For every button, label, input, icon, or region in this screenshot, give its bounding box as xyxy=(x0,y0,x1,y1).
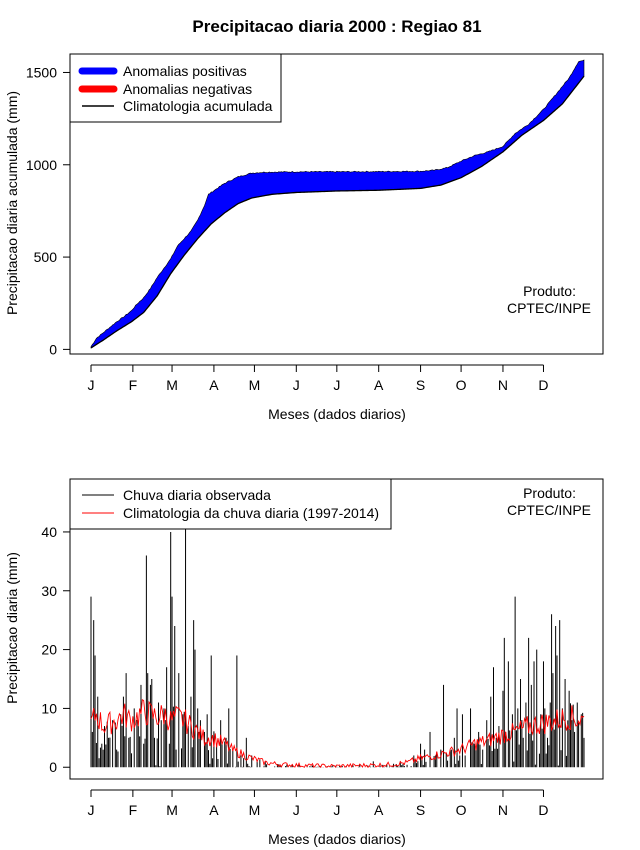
plot2-product-label: Produto: xyxy=(523,485,576,501)
plot1-x-tick-label: M xyxy=(249,377,261,393)
plot2-y-tick-label: 20 xyxy=(41,642,57,658)
plot1-x-tick-label: D xyxy=(538,377,548,393)
plot2-y-tick-label: 40 xyxy=(41,524,57,540)
plot1-data xyxy=(90,59,585,349)
plot1-y-tick-label: 0 xyxy=(49,341,57,357)
plot1-x-tick-label: S xyxy=(416,377,425,393)
plot1-x-tick-label: A xyxy=(374,377,384,393)
plot2-x-tick-label: A xyxy=(374,802,384,818)
plot1-y-tick-label: 1000 xyxy=(26,157,57,173)
plot2-y-tick-label: 0 xyxy=(49,759,57,775)
climatology-daily-line xyxy=(90,699,585,769)
cumulative-chart: 0 500 1000 1500 J F M A M J J A S O N D Precipitacao di… xyxy=(4,53,604,422)
plot1-product-label: Produto: xyxy=(523,283,576,299)
plot1-x-tick-label: J xyxy=(333,377,340,393)
plot1-axes: 0 500 1000 1500 J F M A M J J A S O N D xyxy=(26,64,549,393)
plot2-axes: 0 10 20 30 40 J F M A M J J A S O N D xyxy=(41,524,548,818)
plot1-x-tick-label: J xyxy=(88,377,95,393)
plot2-x-tick-label: A xyxy=(209,802,219,818)
legend-label-observed: Chuva diaria observada xyxy=(123,487,271,503)
plot2-y-axis-label: Precipitacao diaria (mm) xyxy=(4,552,20,704)
plot2-y-tick-label: 10 xyxy=(41,700,57,716)
legend-label-negative: Anomalias negativas xyxy=(123,81,252,97)
plot2-x-axis-label: Meses (dados diarios) xyxy=(268,831,406,847)
legend-label-climatology-daily: Climatologia da chuva diaria (1997-2014) xyxy=(123,505,379,521)
plot1-x-tick-label: F xyxy=(129,377,138,393)
plot1-y-tick-label: 500 xyxy=(34,249,58,265)
plot2-x-tick-label: M xyxy=(166,802,178,818)
plot2-x-tick-label: F xyxy=(129,802,138,818)
plot2-legend-box xyxy=(69,478,392,530)
plot1-x-tick-label: O xyxy=(456,377,467,393)
plot2-legend: Chuva diaria observada Climatologia da c… xyxy=(69,478,392,530)
plot2-x-tick-label: O xyxy=(456,802,467,818)
plot1-x-tick-label: M xyxy=(166,377,178,393)
plot1-legend: Anomalias positivas Anomalias negativas … xyxy=(69,53,282,123)
chart-title: Precipitacao diaria 2000 : Regiao 81 xyxy=(192,17,481,36)
plot1-x-tick-label: J xyxy=(293,377,300,393)
plot2-x-tick-label: S xyxy=(416,802,425,818)
plot1-x-axis-label: Meses (dados diarios) xyxy=(268,406,406,422)
plot1-product-name: CPTEC/INPE xyxy=(507,300,591,316)
plot1-x-tick-label: N xyxy=(498,377,508,393)
plot2-x-tick-label: N xyxy=(498,802,508,818)
plot1-y-axis-label: Precipitacao diaria acumulada (mm) xyxy=(4,91,20,315)
plot2-x-tick-label: M xyxy=(249,802,261,818)
plot2-x-tick-label: J xyxy=(333,802,340,818)
plot1-y-tick-label: 1500 xyxy=(26,64,57,80)
plot1-x-tick-label: A xyxy=(209,377,219,393)
legend-label-climatology: Climatologia acumulada xyxy=(123,98,273,114)
plot2-y-tick-label: 30 xyxy=(41,583,57,599)
climatology-cumulative-line xyxy=(90,75,585,349)
plot2-x-tick-label: D xyxy=(538,802,548,818)
plot2-x-tick-label: J xyxy=(88,802,95,818)
plot2-product-name: CPTEC/INPE xyxy=(507,502,591,518)
plot2-data xyxy=(90,508,585,769)
daily-chart: 0 10 20 30 40 J F M A M J J A S O N D Precipitacao diari… xyxy=(4,478,604,847)
legend-label-positive: Anomalias positivas xyxy=(123,63,247,79)
plot2-x-tick-label: J xyxy=(293,802,300,818)
